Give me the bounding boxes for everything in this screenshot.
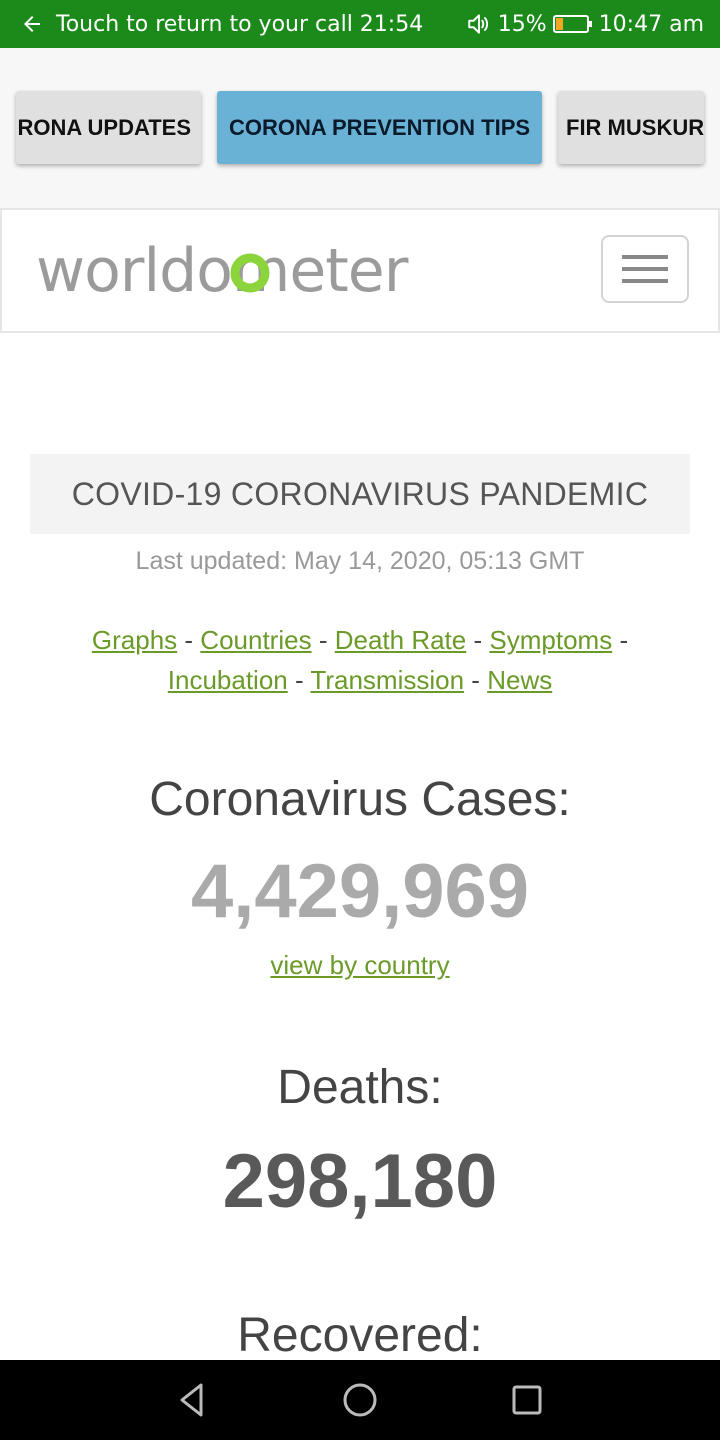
call-text: Touch to return to your call 21:54 <box>56 11 424 37</box>
deaths-count: 298,180 <box>222 1139 498 1224</box>
view-by-country-wrapper: view by country <box>0 950 720 981</box>
tab-strip: RONA UPDATES CORONA PREVENTION TIPS FIR … <box>0 48 720 208</box>
speaker-icon <box>468 14 488 34</box>
recovered-label: Recovered: <box>237 1309 483 1362</box>
nav-recents-button[interactable] <box>497 1370 557 1430</box>
link-incubation[interactable]: Incubation <box>167 665 288 695</box>
recents-square-icon <box>512 1385 542 1415</box>
tab-corona-prevention-tips[interactable]: CORONA PREVENTION TIPS <box>217 91 542 164</box>
link-separator: - <box>184 625 194 655</box>
status-bar: Touch to return to your call 21:54 15% 1… <box>0 0 720 48</box>
view-by-country-link[interactable]: view by country <box>270 950 450 980</box>
last-updated: Last updated: May 14, 2020, 05:13 GMT <box>135 547 585 575</box>
battery-icon <box>552 15 592 33</box>
link-separator: - <box>294 665 304 695</box>
cases-label: Coronavirus Cases: <box>149 773 571 826</box>
back-triangle-icon <box>180 1383 203 1417</box>
nav-back-button[interactable] <box>163 1370 223 1430</box>
nav-links: Graphs - Countries - Death Rate - Sympto… <box>0 620 720 700</box>
nav-home-button[interactable] <box>330 1370 390 1430</box>
deaths-label: Deaths: <box>277 1061 443 1114</box>
link-countries[interactable]: Countries <box>200 625 312 655</box>
link-separator: - <box>473 625 483 655</box>
link-separator: - <box>318 625 328 655</box>
link-separator: - <box>619 625 629 655</box>
cases-count: 4,429,969 <box>190 849 530 934</box>
return-to-call[interactable]: Touch to return to your call 21:54 <box>0 12 466 37</box>
tab-corona-updates[interactable]: RONA UPDATES <box>16 91 201 164</box>
hamburger-icon <box>622 255 668 283</box>
link-news[interactable]: News <box>487 665 553 695</box>
battery-percent: 15% <box>497 11 547 37</box>
link-symptoms[interactable]: Symptoms <box>489 625 613 655</box>
link-graphs[interactable]: Graphs <box>91 625 178 655</box>
clock: 10:47 am <box>598 11 704 37</box>
system-nav-bar <box>0 1360 720 1440</box>
site-header: worldometer <box>0 208 720 333</box>
menu-button[interactable] <box>601 235 689 303</box>
svg-text:worldometer: worldometer <box>36 236 409 306</box>
pandemic-title: COVID-19 CORONAVIRUS PANDEMIC <box>30 454 690 534</box>
home-circle-icon <box>343 1383 377 1417</box>
worldometer-logo[interactable]: worldometer <box>36 236 436 306</box>
link-transmission[interactable]: Transmission <box>310 665 465 695</box>
link-death-rate[interactable]: Death Rate <box>334 625 467 655</box>
tab-fir-muskur[interactable]: FIR MUSKUR <box>558 91 704 164</box>
link-separator: - <box>471 665 480 695</box>
back-arrow-icon <box>24 16 40 32</box>
